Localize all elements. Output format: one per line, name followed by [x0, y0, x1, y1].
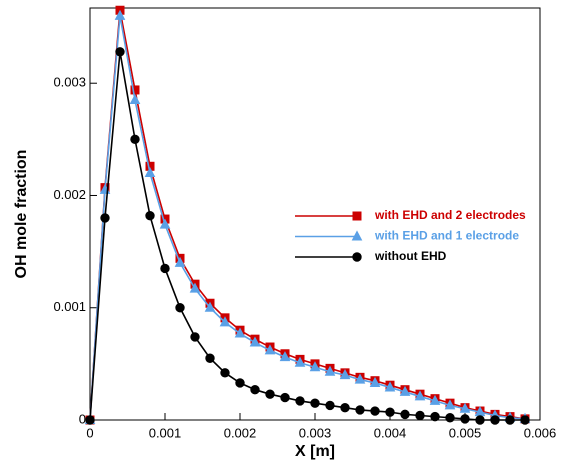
marker	[174, 256, 186, 267]
marker	[520, 415, 530, 425]
marker	[339, 369, 351, 380]
marker	[340, 402, 350, 413]
marker	[415, 410, 425, 421]
marker	[414, 390, 426, 401]
marker	[369, 376, 381, 387]
marker	[445, 413, 455, 423]
marker	[145, 210, 155, 221]
marker	[309, 361, 321, 372]
y-tick-label: 0.002	[53, 187, 86, 202]
x-tick-label: 0.006	[524, 425, 557, 440]
legend-text: with EHD and 1 electrode	[374, 229, 519, 243]
y-axis-title: OH mole fraction	[13, 150, 30, 279]
marker	[85, 415, 95, 425]
marker	[429, 394, 441, 405]
marker	[399, 385, 411, 396]
marker	[280, 392, 290, 403]
marker	[220, 368, 230, 378]
x-tick-label: 0.001	[149, 425, 182, 440]
marker	[205, 353, 215, 363]
marker	[490, 415, 500, 425]
marker	[190, 332, 200, 342]
marker	[219, 316, 231, 327]
legend-marker	[352, 211, 362, 221]
marker	[310, 398, 320, 408]
marker	[130, 134, 140, 145]
marker	[100, 213, 110, 223]
marker	[459, 402, 471, 413]
x-tick-label: 0	[86, 425, 93, 440]
marker	[475, 415, 485, 425]
marker	[160, 263, 170, 274]
x-tick-label: 0.004	[374, 425, 407, 440]
marker	[189, 282, 201, 293]
marker	[354, 373, 366, 384]
y-tick-label: 0.001	[53, 299, 86, 314]
x-tick-label: 0.005	[449, 425, 482, 440]
marker	[370, 406, 380, 416]
marker	[264, 344, 276, 355]
x-tick-label: 0.003	[299, 425, 332, 440]
marker	[249, 336, 261, 347]
marker	[294, 356, 306, 367]
y-tick-label: 0.003	[53, 75, 86, 90]
marker	[400, 409, 410, 420]
marker	[235, 378, 245, 388]
legend-text: without EHD	[374, 249, 447, 263]
marker	[144, 166, 156, 178]
marker	[234, 327, 246, 338]
legend-text: with EHD and 2 electrodes	[374, 208, 526, 222]
x-axis-title: X [m]	[295, 443, 335, 460]
marker	[430, 411, 440, 422]
marker	[325, 400, 335, 411]
legend-marker	[352, 252, 362, 262]
marker	[384, 381, 396, 392]
marker	[129, 93, 141, 105]
marker	[385, 407, 395, 417]
marker	[204, 301, 216, 312]
marker	[295, 396, 305, 406]
marker	[114, 9, 126, 20]
marker	[460, 414, 470, 424]
marker	[115, 47, 125, 57]
marker	[250, 384, 260, 395]
x-tick-label: 0.002	[224, 425, 257, 440]
marker	[130, 85, 140, 95]
marker	[279, 351, 291, 362]
marker	[355, 405, 365, 415]
marker	[444, 399, 456, 410]
y-tick-label: 0	[79, 411, 86, 426]
marker	[159, 218, 171, 229]
marker	[265, 389, 275, 399]
legend-marker	[351, 230, 363, 241]
marker	[505, 415, 515, 425]
marker	[324, 365, 336, 376]
marker	[175, 303, 185, 313]
